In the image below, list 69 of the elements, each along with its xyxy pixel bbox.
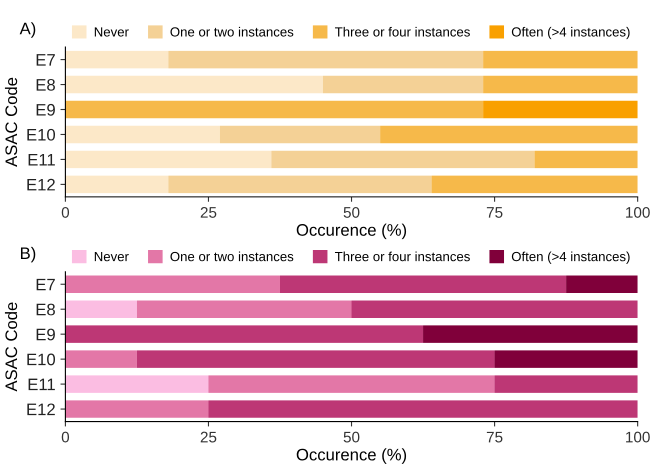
- bar: [208, 375, 495, 393]
- legend-label: Three or four instances: [334, 252, 470, 262]
- bar: [65, 76, 323, 94]
- bar: [494, 375, 638, 393]
- bar: [65, 126, 220, 144]
- y-tick-label: E8: [36, 304, 55, 316]
- bar: [65, 50, 168, 68]
- bar: [322, 76, 484, 94]
- legend-label: One or two instances: [170, 26, 294, 37]
- x-axis-title: Occurence (%): [296, 448, 406, 464]
- x-tick-label: 100: [626, 432, 650, 442]
- bar: [220, 126, 380, 144]
- legend-label: Never: [94, 27, 129, 37]
- bar: [534, 150, 638, 168]
- bar: [280, 276, 566, 293]
- y-tick-label: E9: [36, 328, 55, 340]
- y-tick-label: E7: [36, 278, 55, 290]
- y-tick-label: E11: [28, 378, 55, 390]
- bar: [208, 400, 638, 418]
- bar: [65, 350, 137, 368]
- bar: [168, 176, 432, 194]
- legend-label: Three or four instances: [334, 26, 470, 37]
- x-tick-label: 25: [200, 432, 216, 442]
- bar: [494, 350, 638, 368]
- y-tick-label: E9: [36, 104, 55, 116]
- legend-label: Never: [94, 252, 129, 262]
- y-tick-label: E12: [27, 178, 55, 190]
- x-tick-label: 75: [486, 432, 502, 442]
- y-axis-title: ASAC Code: [4, 302, 18, 392]
- legend-label: Often (>4 instances): [512, 26, 630, 40]
- x-tick-label: 0: [62, 432, 70, 442]
- bar: [65, 150, 272, 168]
- x-tick-label: 100: [626, 207, 650, 218]
- bar: [423, 325, 638, 343]
- x-tick-label: 75: [486, 207, 502, 218]
- bar: [432, 176, 638, 194]
- bar: [483, 76, 638, 94]
- y-tick-label: E7: [36, 54, 55, 66]
- bar: [566, 276, 638, 293]
- bar: [65, 176, 168, 194]
- x-tick-label: 50: [344, 432, 360, 442]
- bar: [136, 300, 352, 318]
- bar: [65, 375, 208, 393]
- x-axis-title: Occurence (%): [296, 224, 406, 240]
- y-tick-label: E10: [27, 128, 56, 141]
- bar: [483, 100, 638, 118]
- x-tick-label: 25: [200, 207, 216, 218]
- bar: [483, 50, 638, 68]
- bar: [65, 100, 484, 118]
- bar: [271, 150, 535, 168]
- bar: [65, 300, 137, 318]
- x-tick-label: 0: [62, 207, 70, 218]
- bar: [168, 50, 484, 68]
- bar: [380, 126, 638, 144]
- chart-title: A): [20, 22, 36, 38]
- x-tick-label: 50: [344, 207, 360, 218]
- y-tick-label: E8: [36, 78, 55, 91]
- chart-title: B): [20, 246, 36, 262]
- legend-label: Often (>4 instances): [512, 252, 630, 264]
- bar: [352, 300, 638, 318]
- y-tick-label: E10: [27, 354, 56, 366]
- legend-label: One or two instances: [170, 252, 294, 262]
- bar: [65, 400, 208, 418]
- bar: [65, 325, 424, 343]
- y-tick-label: E12: [27, 403, 55, 416]
- bar: [136, 350, 495, 368]
- y-tick-label: E11: [28, 154, 55, 166]
- bar: [65, 276, 280, 293]
- y-axis-title: ASAC Code: [4, 78, 18, 167]
